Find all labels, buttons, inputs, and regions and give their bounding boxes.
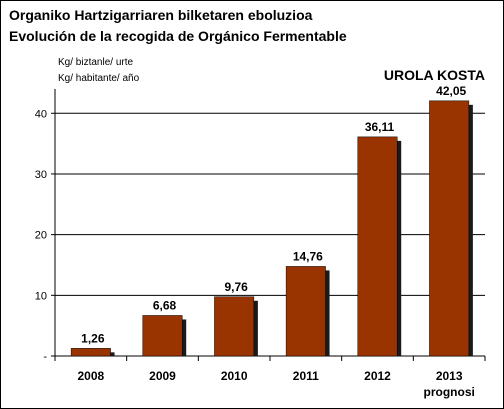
bar-2012: [357, 136, 398, 357]
bar-2013: [429, 100, 470, 357]
chart-title-line-1: Organiko Hartzigarriaren bilketaren ebol…: [9, 7, 313, 23]
x-tick-label-2010: 2010: [221, 369, 248, 383]
y-tick-label: 10: [35, 290, 47, 302]
x-tick-label-2012: 2012: [364, 369, 391, 383]
unit-label-basque: Kg/ biztanle/ urte: [58, 57, 134, 68]
data-label-2008: 1,26: [81, 331, 105, 345]
bar-layer: [70, 100, 473, 357]
data-label-2011: 14,76: [293, 249, 323, 263]
bar-2011: [285, 266, 326, 357]
grid-layer: [55, 112, 485, 296]
unit-label-spanish: Kg/ habitante/ año: [58, 73, 140, 84]
region-label: UROLA KOSTA: [383, 67, 485, 83]
bar-2009: [142, 315, 183, 357]
x-tick-label-2008: 2008: [77, 369, 104, 383]
y-tick-label: 20: [35, 230, 47, 242]
y-tick-label: -: [43, 351, 47, 363]
y-tick-label: 40: [35, 108, 47, 120]
x-tick-label-2013: 2013: [436, 369, 463, 383]
bar-2008: [70, 348, 111, 357]
data-label-2010: 9,76: [224, 280, 248, 294]
x-tick-sublabel-2013: prognosi: [424, 385, 475, 399]
data-label-2009: 6,68: [153, 298, 177, 312]
data-label-2012: 36,11: [365, 120, 395, 134]
y-tick-label: 30: [35, 169, 47, 181]
data-label-2013: 42,05: [436, 84, 466, 98]
axis-layer: - 10 20 30 40: [35, 89, 486, 363]
chart-title-line-2: Evolución de la recogida de Orgánico Fer…: [9, 28, 347, 44]
bar-2010: [214, 296, 255, 357]
x-tick-label-2009: 2009: [149, 369, 176, 383]
x-tick-label-2011: 2011: [293, 369, 319, 383]
label-layer: 1,26 2008 6,68 2009 9,76 2010 14,76 2011 36,11 20…: [77, 84, 474, 399]
